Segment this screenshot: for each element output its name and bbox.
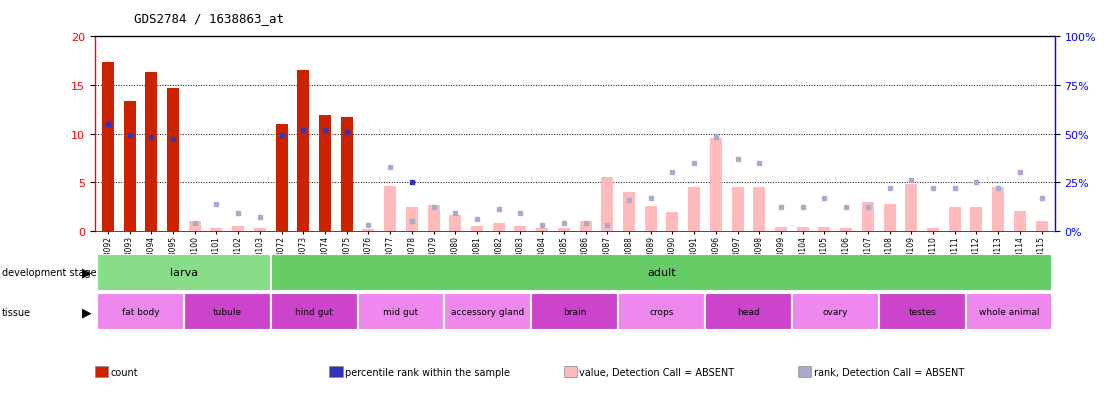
- Bar: [493, 223, 504, 231]
- Text: percentile rank within the sample: percentile rank within the sample: [345, 367, 510, 377]
- Bar: [623, 192, 635, 231]
- Text: tissue: tissue: [2, 307, 31, 317]
- Bar: [840, 228, 853, 231]
- Bar: [862, 202, 874, 231]
- Bar: [232, 226, 244, 231]
- Text: tubule: tubule: [213, 307, 242, 316]
- Bar: [271, 254, 1052, 291]
- Bar: [927, 228, 939, 231]
- Bar: [450, 216, 461, 231]
- Bar: [705, 293, 792, 330]
- Bar: [167, 89, 179, 231]
- Bar: [406, 208, 417, 231]
- Text: mid gut: mid gut: [384, 307, 418, 316]
- Bar: [666, 213, 679, 231]
- Bar: [184, 293, 271, 330]
- Bar: [276, 125, 288, 231]
- Text: larva: larva: [170, 268, 198, 278]
- Bar: [102, 62, 114, 231]
- Bar: [818, 228, 830, 231]
- Bar: [775, 228, 787, 231]
- Bar: [992, 188, 1004, 231]
- Text: accessory gland: accessory gland: [451, 307, 525, 316]
- Text: value, Detection Call = ABSENT: value, Detection Call = ABSENT: [579, 367, 734, 377]
- Bar: [792, 293, 878, 330]
- Text: crops: crops: [650, 307, 674, 316]
- Text: fat body: fat body: [122, 307, 160, 316]
- Bar: [319, 116, 331, 231]
- Bar: [878, 293, 965, 330]
- Bar: [710, 139, 722, 231]
- Text: rank, Detection Call = ABSENT: rank, Detection Call = ABSENT: [814, 367, 964, 377]
- Text: testes: testes: [908, 307, 936, 316]
- Bar: [1036, 221, 1048, 231]
- Text: adult: adult: [647, 268, 676, 278]
- Bar: [189, 221, 201, 231]
- Bar: [124, 102, 135, 231]
- Text: development stage: development stage: [2, 268, 97, 278]
- Bar: [340, 118, 353, 231]
- Bar: [254, 228, 266, 231]
- Text: count: count: [110, 367, 138, 377]
- Bar: [579, 221, 591, 231]
- Text: ▶: ▶: [83, 266, 92, 279]
- Bar: [97, 254, 271, 291]
- Bar: [689, 188, 700, 231]
- Bar: [905, 185, 917, 231]
- Bar: [271, 293, 357, 330]
- Bar: [514, 226, 527, 231]
- Bar: [363, 229, 375, 231]
- Text: head: head: [738, 307, 760, 316]
- Bar: [965, 293, 1052, 330]
- Text: ▶: ▶: [83, 305, 92, 318]
- Bar: [618, 293, 705, 330]
- Bar: [884, 204, 895, 231]
- Bar: [971, 207, 982, 231]
- Bar: [536, 228, 548, 231]
- Bar: [357, 293, 444, 330]
- Text: brain: brain: [564, 307, 586, 316]
- Bar: [753, 188, 766, 231]
- Bar: [444, 293, 531, 330]
- Bar: [471, 226, 483, 231]
- Bar: [602, 178, 614, 231]
- Bar: [97, 293, 184, 330]
- Bar: [1014, 212, 1026, 231]
- Bar: [797, 228, 809, 231]
- Text: GDS2784 / 1638863_at: GDS2784 / 1638863_at: [134, 12, 283, 25]
- Bar: [558, 228, 570, 231]
- Bar: [645, 206, 656, 231]
- Bar: [531, 293, 618, 330]
- Bar: [732, 188, 743, 231]
- Bar: [297, 71, 309, 231]
- Bar: [427, 205, 440, 231]
- Text: ovary: ovary: [822, 307, 848, 316]
- Text: hind gut: hind gut: [296, 307, 333, 316]
- Text: whole animal: whole animal: [979, 307, 1039, 316]
- Bar: [384, 187, 396, 231]
- Bar: [145, 73, 157, 231]
- Bar: [211, 228, 222, 231]
- Bar: [949, 207, 961, 231]
